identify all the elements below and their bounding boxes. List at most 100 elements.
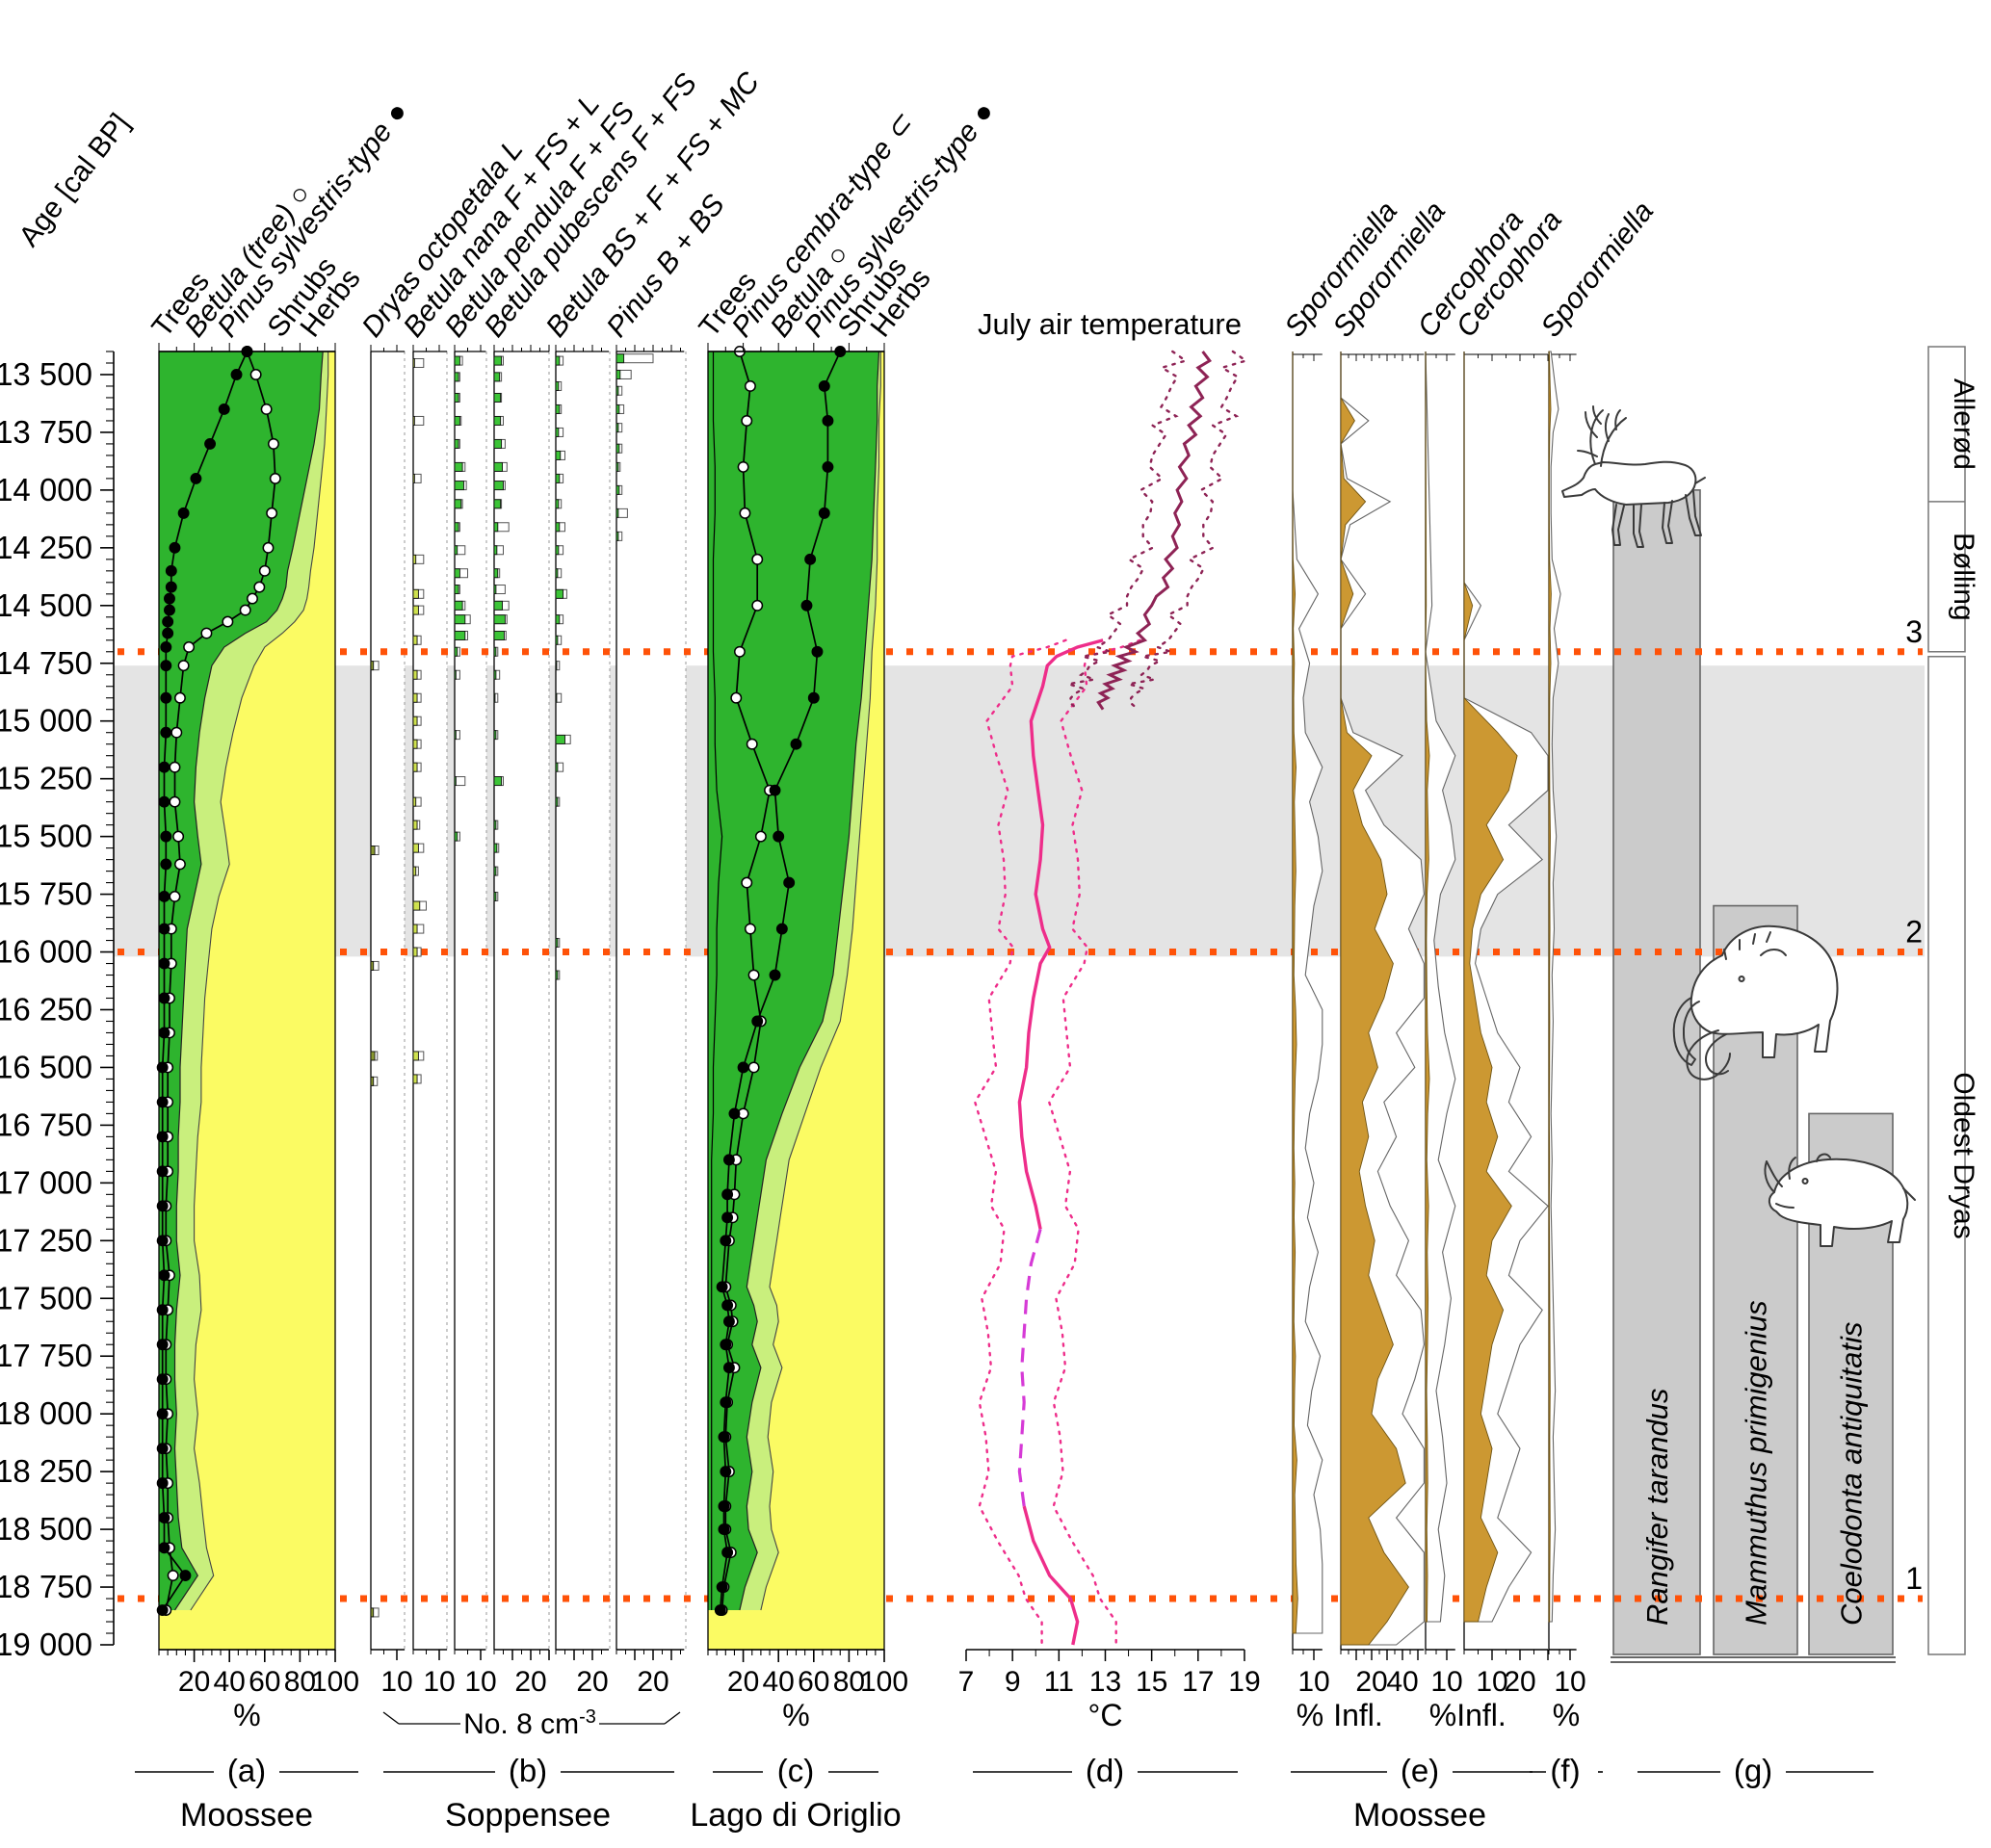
macro-bar [493, 614, 506, 625]
macro-bar [493, 600, 504, 611]
x-tick-label: 80 [833, 1666, 865, 1698]
betula-tree-marker [172, 830, 185, 843]
fauna-name: Rangifer tarandus [1640, 1389, 1674, 1626]
pinus-sylvestris-marker [158, 1269, 170, 1282]
caption-id: (f) [1550, 1753, 1580, 1788]
macro-bar [454, 585, 459, 594]
macro-bar [412, 900, 421, 911]
age-tick-label: 14 750 [0, 645, 92, 681]
pinus-sylvestris-origlio-marker [773, 830, 785, 843]
mammoth-illustration-stroke [1760, 949, 1787, 956]
pinus-sylvestris-marker [156, 1235, 169, 1247]
pinus-sylvestris-origlio-marker [720, 1466, 732, 1478]
chironomid-temp-curve [1096, 351, 1212, 711]
macro-bar [555, 522, 561, 533]
x-tick-label: 20 [1504, 1666, 1535, 1698]
macro-bar [412, 358, 415, 368]
age-tick-label: 17 000 [0, 1164, 92, 1200]
pinus-sylvestris-marker [156, 1604, 169, 1616]
betula-marker [741, 414, 753, 427]
pinus-sylvestris-marker [158, 891, 170, 902]
macro-bar [412, 605, 419, 615]
pinus-sylvestris-marker [230, 369, 243, 380]
macro-bar [555, 404, 561, 414]
macro-bar [454, 669, 457, 680]
caption-site: Soppensee [445, 1797, 611, 1834]
macro-bar [555, 692, 558, 703]
spore-f-exaggerated-silhouette [1548, 351, 1561, 1623]
pollen-temp-ci [1047, 638, 1141, 1647]
macro-bar [493, 545, 498, 556]
fauna-range-bar [1612, 489, 1701, 1655]
betula-tree-marker [174, 691, 186, 704]
unit-label-a: % [233, 1698, 260, 1732]
macro-bar [616, 385, 619, 396]
macro-bar [412, 635, 418, 645]
macro-bar [412, 796, 417, 807]
pinus-sylvestris-marker [164, 604, 175, 616]
age-tick-label: 14 250 [0, 530, 92, 565]
betula-marker [747, 969, 760, 981]
caption-site: Lago di Origlio [690, 1797, 901, 1834]
age-tick-label: 17 250 [0, 1222, 92, 1258]
age-tick-label: 18 750 [0, 1569, 92, 1604]
x-tick-label: 17 [1182, 1666, 1214, 1698]
pinus-sylvestris-origlio-marker [720, 1396, 732, 1409]
rhinoceros-illustration [1764, 1153, 1916, 1247]
macro-bar [555, 355, 561, 366]
betula-marker [739, 507, 751, 519]
macro-bar [616, 404, 620, 414]
macro-bar [493, 892, 497, 901]
macro-bar [493, 415, 502, 426]
unit-label: % [1297, 1698, 1323, 1732]
macro-bar [454, 415, 460, 426]
macro-bar [454, 730, 457, 741]
age-tick-label: 16 750 [0, 1106, 92, 1142]
pinus-sylvestris-origlio-marker [818, 380, 830, 392]
macro-bar [616, 370, 621, 379]
betula-marker [737, 460, 749, 473]
pinus-sylvestris-marker [156, 1339, 169, 1351]
macro-bar [454, 461, 463, 472]
pinus-sylvestris-marker [218, 403, 230, 415]
event-line-label: 3 [1905, 614, 1923, 649]
macro-bar [370, 846, 376, 855]
pinus-sylvestris-marker [158, 1542, 170, 1554]
x-tick-label: 10 [380, 1666, 412, 1698]
pinus-sylvestris-marker [169, 541, 181, 554]
pinus-sylvestris-marker [160, 726, 172, 739]
macro-bar [555, 381, 560, 391]
betula-tree-marker [169, 761, 181, 773]
pinus-sylvestris-origlio-marker [723, 1315, 735, 1328]
spore-e1-silhouette [1340, 351, 1409, 1646]
fauna-name: Coelodonta antiquitatis [1835, 1322, 1869, 1626]
pinus-sylvestris-marker [158, 1512, 170, 1524]
reindeer-illustration-stroke [1662, 500, 1673, 544]
betula-tree-marker [266, 507, 278, 519]
pinus-sylvestris-marker [160, 858, 172, 871]
macro-bar [493, 776, 503, 787]
age-tick-label: 18 500 [0, 1511, 92, 1547]
betula-tree-marker [269, 472, 281, 484]
reindeer-illustration-stroke [1611, 504, 1625, 546]
pinus-sylvestris-marker [162, 615, 174, 628]
macro-bar [454, 646, 458, 657]
macro-bar [412, 669, 418, 680]
macro-bar [454, 499, 462, 509]
mammoth-illustration-stroke [1752, 933, 1756, 945]
macro-bar [493, 355, 503, 366]
x-tick-label: 9 [1005, 1666, 1021, 1698]
x-tick-label: 11 [1044, 1666, 1074, 1698]
pinus-sylvestris-origlio-marker [718, 1500, 730, 1513]
pollen-temp-dashed [1017, 1228, 1042, 1507]
betula-tree-marker [222, 615, 234, 628]
reindeer-illustration [1561, 405, 1706, 548]
x-tick-label: 20 [514, 1666, 546, 1698]
shrubs-boundary [760, 351, 881, 1611]
macro-bar [555, 937, 559, 948]
caption-id: (d) [1086, 1753, 1124, 1788]
macro-bar [555, 614, 561, 625]
spore-e0-exaggerated-silhouette [1292, 351, 1323, 1634]
spore-e2-silhouette [1425, 351, 1430, 1623]
macro-bar [370, 1607, 375, 1618]
